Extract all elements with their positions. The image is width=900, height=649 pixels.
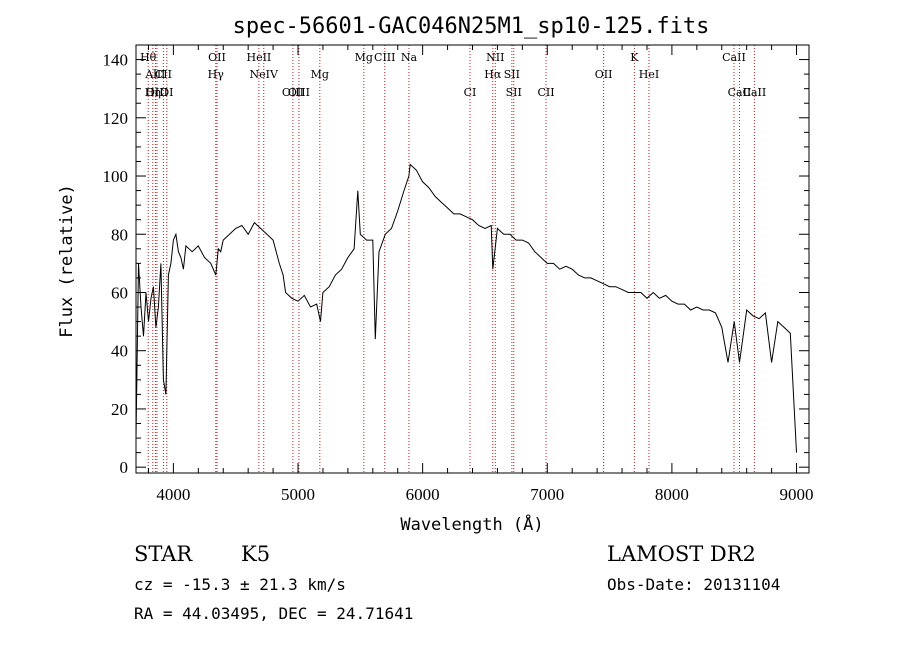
line-marker-label: CaII xyxy=(728,86,752,99)
line-marker-label: Hη xyxy=(145,86,161,99)
survey-name: LAMOST DR2 xyxy=(607,542,756,566)
line-marker-label: OII xyxy=(208,51,226,64)
line-marker-label: OIII xyxy=(146,86,168,99)
y-axis-label: Flux (relative) xyxy=(57,184,77,338)
y-tick-label: 0 xyxy=(120,458,129,477)
x-axis: 4000 5000 6000 7000 8000 9000 xyxy=(147,45,814,504)
spectrum-series xyxy=(135,163,797,453)
spectrum-line xyxy=(135,163,797,453)
emission-lines: HθHηAlIIOIIICIIOIOIIHγHeIINeIVOIIIOIIIMg… xyxy=(140,45,766,473)
y-tick-label: 80 xyxy=(111,225,128,244)
line-marker-label: Hα xyxy=(484,68,502,81)
line-marker-label: Mg xyxy=(311,68,329,81)
line-marker-label: SII xyxy=(504,68,520,81)
line-marker-label: AlII xyxy=(144,68,165,81)
x-tick-label: 7000 xyxy=(530,485,564,504)
line-marker-label: SII xyxy=(506,86,522,99)
x-tick-label: 5000 xyxy=(281,485,315,504)
line-marker-label: Mg xyxy=(355,51,373,64)
line-marker-label: CaII xyxy=(743,86,767,99)
line-marker-label: CII xyxy=(155,68,172,81)
y-axis: 0 20 40 60 80 100 120 140 xyxy=(103,51,809,477)
line-marker-label: Hγ xyxy=(208,68,225,81)
line-marker-label: HeII xyxy=(246,51,271,64)
info-block: STAR K5 cz = -15.3 ± 21.3 km/s RA = 44.0… xyxy=(134,542,780,623)
y-tick-label: 100 xyxy=(103,167,129,186)
x-tick-label: 8000 xyxy=(655,485,689,504)
line-marker-label: CIII xyxy=(374,51,395,64)
line-marker-label: CaII xyxy=(722,51,746,64)
line-marker-label: Na xyxy=(401,51,418,64)
obs-date: Obs-Date: 20131104 xyxy=(607,575,780,594)
plot-frame xyxy=(135,44,810,474)
line-marker-label: Hθ xyxy=(140,51,157,64)
y-tick-label: 40 xyxy=(111,342,128,361)
line-marker-label: NeIV xyxy=(250,68,279,81)
x-tick-label: 9000 xyxy=(780,485,814,504)
object-subclass: K5 xyxy=(241,542,270,566)
line-marker-label: NII xyxy=(486,51,504,64)
x-axis-label: Wavelength (Å) xyxy=(400,513,543,535)
coordinates-text: RA = 44.03495, DEC = 24.71641 xyxy=(134,604,413,623)
line-marker-label: OII xyxy=(595,68,613,81)
line-marker-label: HeI xyxy=(639,68,659,81)
y-tick-label: 120 xyxy=(103,109,129,128)
y-tick-label: 140 xyxy=(103,51,129,70)
x-tick-label: 4000 xyxy=(156,485,190,504)
object-class: STAR xyxy=(134,542,193,566)
line-marker-label: K xyxy=(630,51,639,64)
line-marker-label: CII xyxy=(537,86,554,99)
x-tick-label: 6000 xyxy=(406,485,440,504)
y-tick-label: 60 xyxy=(111,283,128,302)
chart-title: spec-56601-GAC046N25M1_sp10-125.fits xyxy=(233,14,710,39)
line-marker-label: OI xyxy=(160,86,173,99)
y-tick-label: 20 xyxy=(111,400,128,419)
line-marker-label: OIII xyxy=(282,86,304,99)
redshift-text: cz = -15.3 ± 21.3 km/s xyxy=(134,575,346,594)
line-marker-label: OIII xyxy=(288,86,310,99)
line-marker-label: CI xyxy=(464,86,477,99)
